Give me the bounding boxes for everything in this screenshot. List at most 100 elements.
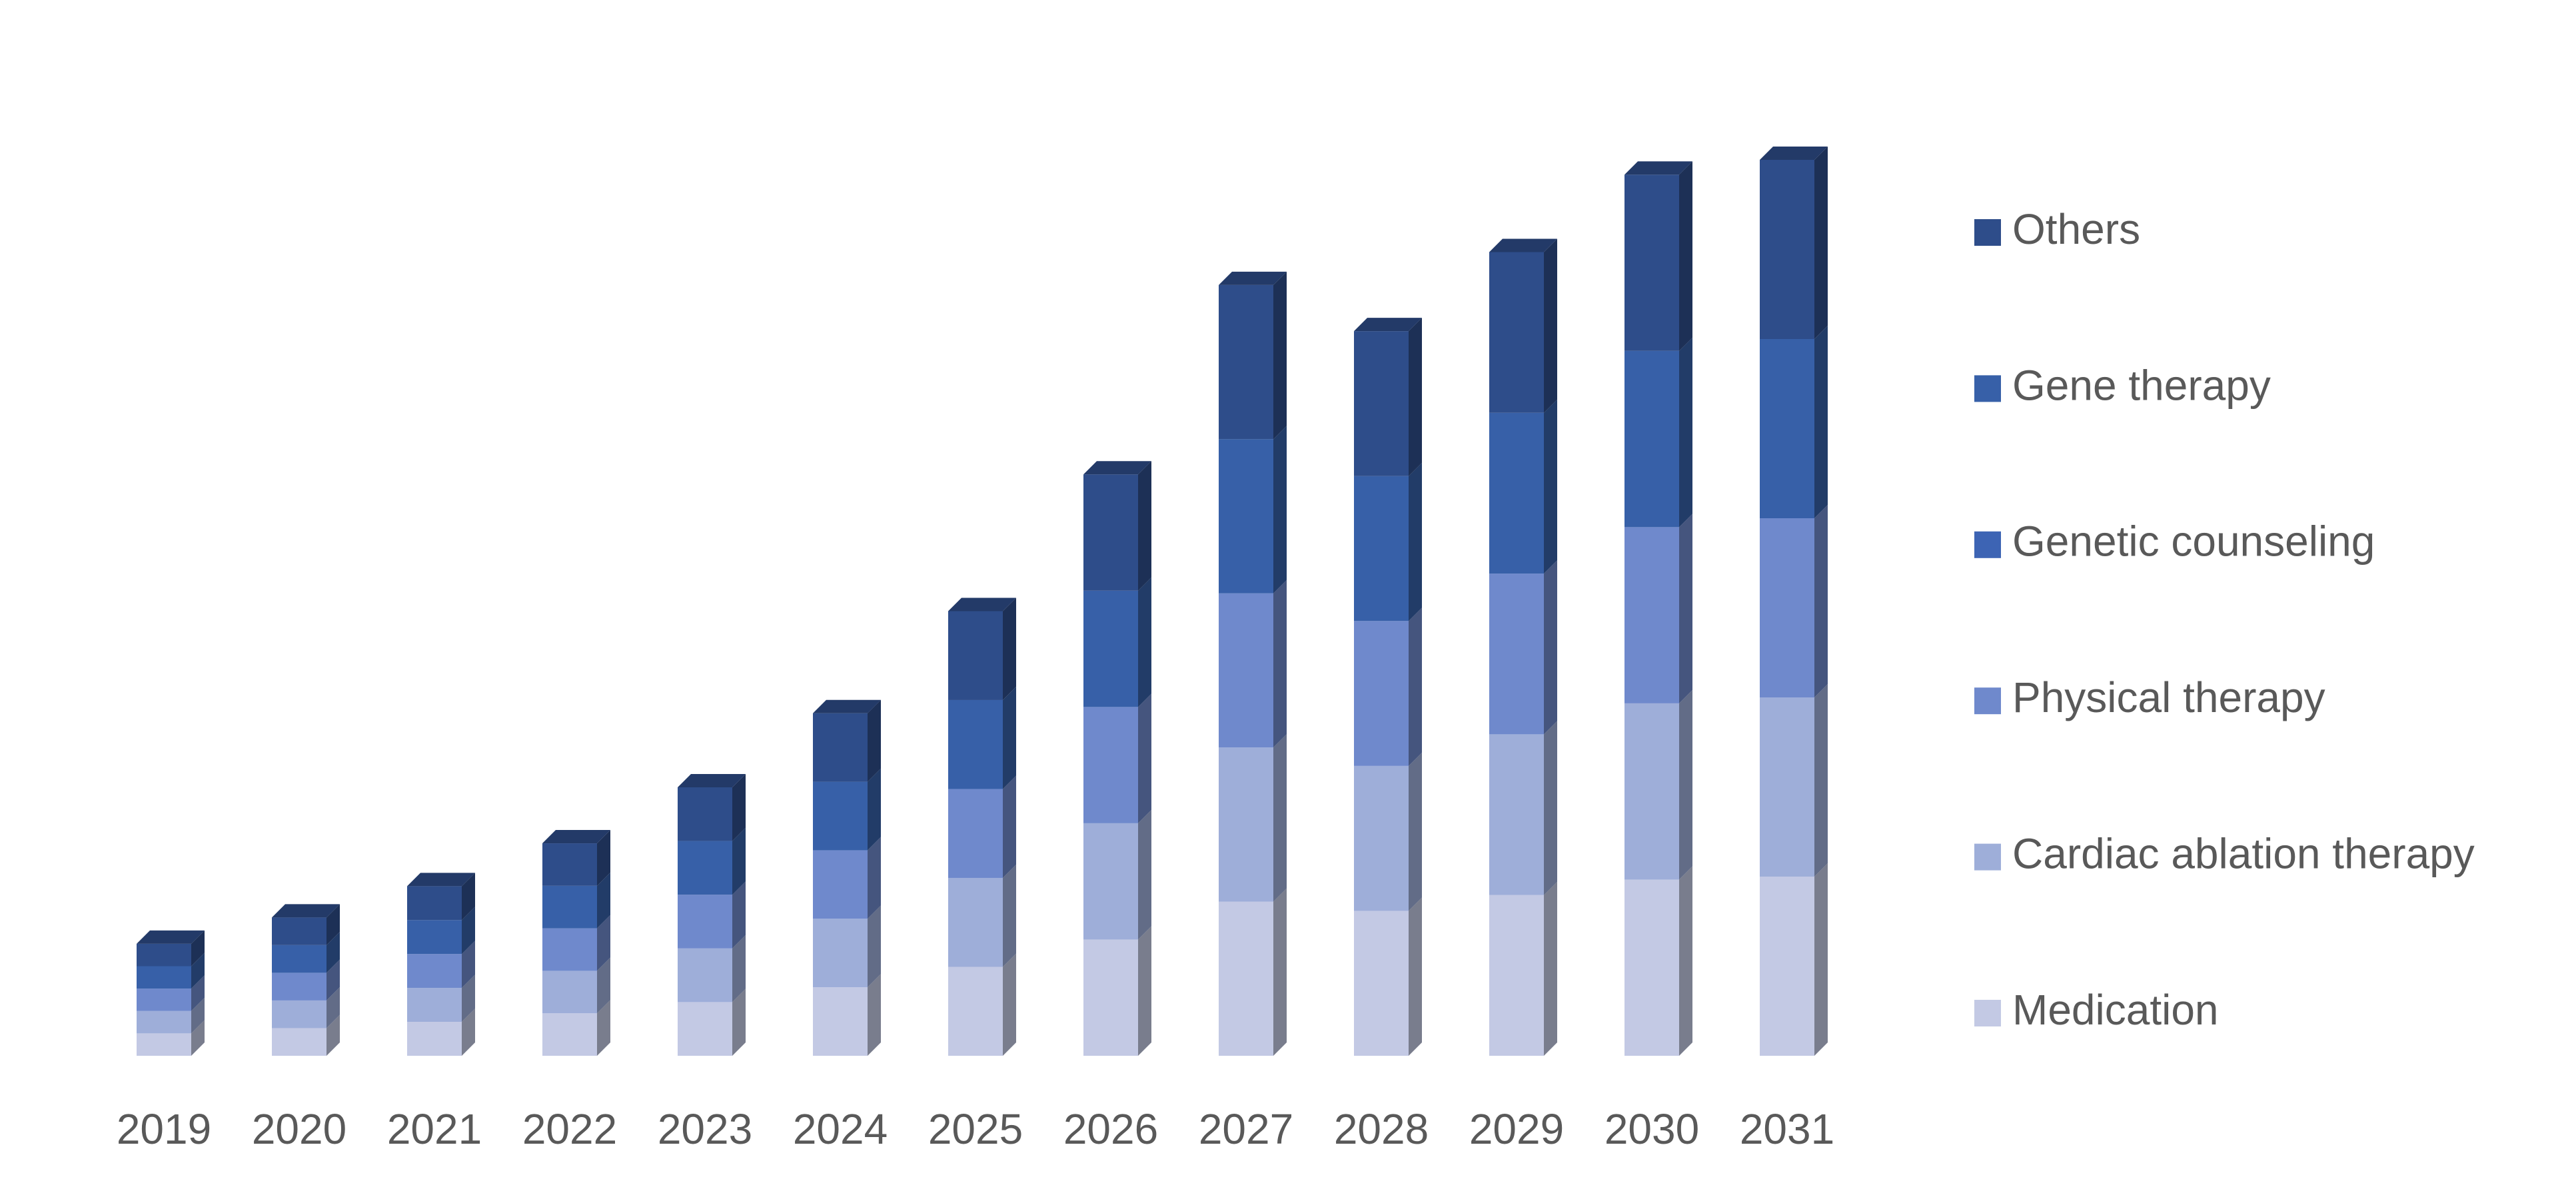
bar-segment bbox=[678, 841, 732, 895]
bar-segment bbox=[542, 971, 597, 1014]
bar-top bbox=[678, 773, 746, 787]
bar-segment bbox=[1354, 911, 1409, 1056]
x-tick-label: 2027 bbox=[1199, 1105, 1293, 1153]
x-tick-label: 2029 bbox=[1469, 1105, 1564, 1153]
x-tick-label: 2019 bbox=[117, 1105, 211, 1153]
bar-side bbox=[326, 959, 340, 1000]
legend-swatch bbox=[1974, 687, 2001, 715]
legend-swatch bbox=[1974, 531, 2001, 558]
bar-side bbox=[462, 1008, 475, 1056]
bar-segment bbox=[407, 1022, 462, 1056]
bar-segment bbox=[1354, 765, 1409, 911]
bar-segment bbox=[813, 713, 868, 782]
bar-segment bbox=[137, 943, 191, 967]
bar-segment bbox=[272, 1028, 326, 1056]
bar-side bbox=[1003, 686, 1016, 789]
bar-segment bbox=[272, 1000, 326, 1028]
bar-side bbox=[1273, 426, 1287, 594]
bar-top bbox=[1489, 238, 1557, 252]
x-tick-label: 2022 bbox=[522, 1105, 617, 1153]
bar-side bbox=[732, 827, 746, 895]
bar-segment bbox=[813, 987, 868, 1056]
bar-side bbox=[868, 699, 881, 782]
bar-segment bbox=[1219, 901, 1273, 1056]
bar-side bbox=[732, 881, 746, 949]
bar-top bbox=[1219, 271, 1287, 285]
bar-top bbox=[407, 873, 475, 887]
bar-segment bbox=[137, 1010, 191, 1034]
bar-segment bbox=[407, 886, 462, 921]
bar-side bbox=[868, 905, 881, 988]
bar-segment bbox=[272, 945, 326, 973]
bar-segment bbox=[1760, 518, 1814, 697]
bar-side bbox=[1138, 461, 1151, 591]
bar-segment bbox=[813, 781, 868, 851]
bar-side bbox=[1003, 597, 1016, 700]
bar-side bbox=[1273, 580, 1287, 748]
bar-side bbox=[1814, 684, 1828, 877]
bar-segment bbox=[1760, 697, 1814, 877]
bar-side bbox=[732, 989, 746, 1056]
bar-segment bbox=[1219, 747, 1273, 902]
bar-segment bbox=[678, 1002, 732, 1056]
legend-swatch bbox=[1974, 375, 2001, 402]
bar-side bbox=[597, 1000, 610, 1056]
bar-segment bbox=[948, 877, 1003, 967]
legend-label: Physical therapy bbox=[2012, 673, 2325, 721]
bar-segment bbox=[1624, 350, 1679, 528]
bar-side bbox=[191, 997, 205, 1034]
bar-side bbox=[597, 957, 610, 1014]
legend-swatch bbox=[1974, 843, 2001, 871]
legend-label: Gene therapy bbox=[2012, 361, 2271, 409]
bar-segment bbox=[407, 920, 462, 955]
bar-segment bbox=[1354, 476, 1409, 621]
bar-segment bbox=[1624, 703, 1679, 880]
bar-top bbox=[1083, 461, 1151, 475]
bar-segment bbox=[137, 989, 191, 1011]
bar-segment bbox=[1489, 252, 1544, 413]
bar-top bbox=[813, 699, 881, 713]
bar-side bbox=[1273, 734, 1287, 902]
x-tick-label: 2024 bbox=[793, 1105, 888, 1153]
legend-label: Others bbox=[2012, 205, 2140, 253]
bar-segment bbox=[1354, 331, 1409, 476]
bar-side bbox=[1679, 337, 1692, 528]
bar-segment bbox=[407, 954, 462, 989]
bar-segment bbox=[1760, 160, 1814, 339]
bar-side bbox=[732, 773, 746, 841]
bar-top bbox=[542, 830, 610, 844]
bar-side bbox=[1138, 926, 1151, 1056]
bar-side bbox=[1273, 888, 1287, 1056]
bar-segment bbox=[1624, 527, 1679, 703]
bar-segment bbox=[272, 973, 326, 1000]
bar-top bbox=[137, 930, 205, 944]
bar-side bbox=[1814, 505, 1828, 697]
bar-segment bbox=[1354, 621, 1409, 766]
bar-side bbox=[191, 953, 205, 989]
bar-segment bbox=[272, 917, 326, 945]
bar-side bbox=[462, 975, 475, 1022]
bar-segment bbox=[407, 988, 462, 1022]
x-tick-label: 2026 bbox=[1063, 1105, 1158, 1153]
bar-side bbox=[1003, 864, 1016, 967]
bar-side bbox=[1138, 693, 1151, 823]
bar-side bbox=[1544, 881, 1557, 1056]
bar-side bbox=[326, 904, 340, 945]
bar-segment bbox=[1083, 590, 1138, 707]
bar-side bbox=[1814, 863, 1828, 1056]
bar-segment bbox=[1219, 439, 1273, 594]
bar-side bbox=[191, 930, 205, 967]
bar-segment bbox=[1489, 734, 1544, 895]
bar-side bbox=[326, 987, 340, 1028]
bar-side bbox=[191, 975, 205, 1011]
bar-side bbox=[462, 907, 475, 955]
bar-segment bbox=[1083, 823, 1138, 940]
legend-label: Medication bbox=[2012, 986, 2219, 1034]
bar-segment bbox=[813, 919, 868, 988]
bar-side bbox=[597, 872, 610, 929]
x-tick-label: 2021 bbox=[387, 1105, 482, 1153]
bar-side bbox=[1138, 809, 1151, 940]
bar-side bbox=[1679, 689, 1692, 880]
bar-side bbox=[1544, 399, 1557, 574]
bar-segment bbox=[1083, 939, 1138, 1056]
